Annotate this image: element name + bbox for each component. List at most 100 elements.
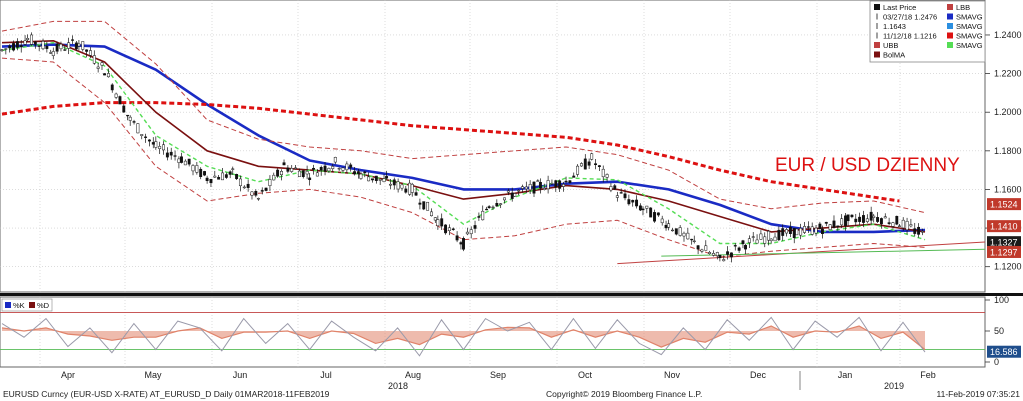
- series-line-lbb: [1, 57, 926, 258]
- candle-body: [272, 174, 276, 181]
- series-line-ubb: [1, 20, 926, 214]
- candle-body: [840, 218, 844, 226]
- candle-body: [414, 192, 418, 196]
- candle-body: [85, 49, 89, 52]
- candle-body: [242, 186, 246, 189]
- candle-body: [895, 215, 899, 225]
- candle-body: [726, 251, 730, 255]
- candle-body: [173, 155, 177, 157]
- candle-body: [769, 238, 773, 242]
- x-month-label: Aug: [405, 370, 421, 380]
- x-month-label: Jun: [233, 370, 248, 380]
- osc-value-badges: 16.586: [987, 345, 1021, 358]
- candle-body: [759, 233, 763, 240]
- candle-body: [341, 167, 345, 171]
- candle-body: [308, 177, 312, 181]
- candle-body: [106, 73, 110, 78]
- candle-body: [678, 227, 682, 236]
- candle-body: [378, 178, 382, 181]
- candle-body: [235, 174, 239, 180]
- candle-body: [114, 93, 118, 98]
- candle-body: [594, 163, 597, 166]
- candle-body: [536, 180, 540, 182]
- legend-swatch: [874, 42, 880, 48]
- candle-body: [382, 178, 386, 183]
- candle-body: [100, 62, 104, 66]
- candle-body: [824, 221, 828, 224]
- x-month-label: Dec: [750, 370, 767, 380]
- candle-body: [187, 158, 191, 165]
- candle-body: [810, 226, 814, 235]
- candle-body: [554, 180, 558, 188]
- candle-body: [356, 171, 360, 174]
- y-tick-label: 1.2000: [994, 107, 1022, 117]
- candle-body: [49, 52, 53, 54]
- candle-body: [513, 193, 517, 197]
- candle-body: [572, 175, 576, 178]
- y-tick-label: 1.1200: [994, 262, 1022, 272]
- candle-body: [41, 41, 45, 50]
- candle-body: [521, 186, 524, 189]
- x-year-labels: 2018 2019: [388, 371, 904, 391]
- candle-body: [388, 183, 392, 186]
- candle-body: [19, 45, 23, 48]
- candle-body: [546, 180, 550, 190]
- candle-body: [81, 41, 85, 50]
- candle-body: [238, 178, 242, 187]
- candle-body: [510, 192, 514, 199]
- y-tick-label: 1.1600: [994, 184, 1022, 194]
- candle-body: [667, 223, 671, 228]
- candle-body: [203, 171, 206, 176]
- candle-body: [858, 216, 862, 222]
- candle-body: [887, 222, 891, 224]
- candle-body: [562, 184, 565, 187]
- candle-body: [491, 206, 495, 209]
- candle-body: [136, 123, 140, 134]
- candle-body: [422, 201, 426, 210]
- candle-body: [590, 153, 594, 160]
- legend-label: 1.1643: [883, 22, 906, 31]
- candle-body: [803, 226, 806, 233]
- candle-body: [221, 172, 224, 181]
- footer-left: EURUSD Curncy (EUR-USD X-RATE) AT_EURUSD…: [3, 389, 330, 399]
- candle-body: [741, 240, 745, 245]
- legend-label: LBB: [956, 3, 970, 12]
- series-line-bolma: [1, 40, 926, 233]
- price-badge: [987, 236, 1021, 249]
- osc-legend-swatch: [5, 302, 11, 308]
- candle-body: [23, 40, 27, 45]
- candle-body: [818, 223, 822, 230]
- osc-legend-frame: [1, 298, 53, 312]
- candle-body: [327, 168, 331, 172]
- candle-body: [12, 43, 15, 51]
- candle-body: [524, 186, 528, 190]
- candle-body: [67, 42, 71, 49]
- candle-body: [433, 217, 437, 221]
- osc-d-line: [1, 325, 926, 351]
- candle-body: [436, 219, 440, 227]
- candle-body: [781, 228, 785, 236]
- main-legend[interactable]: Last Price LBB 03/27/18 1.2476 SMAVG 1.1643 S…: [869, 0, 986, 63]
- candle-body: [733, 245, 737, 247]
- candle-body: [465, 231, 469, 235]
- candle-body: [177, 158, 181, 163]
- candle-body: [690, 238, 694, 241]
- price-badge-label: 1.1524: [990, 200, 1018, 210]
- candle-body: [165, 152, 169, 158]
- x-year-label: 2018: [388, 381, 408, 391]
- candle-body: [664, 224, 668, 229]
- legend-label: SMAVG: [956, 41, 983, 50]
- candle-body: [363, 171, 367, 174]
- candle-body: [224, 174, 228, 178]
- candle-body: [294, 167, 298, 170]
- candle-body: [147, 139, 151, 142]
- candle-body: [396, 181, 400, 190]
- osc-legend[interactable]: %K %D: [1, 298, 53, 312]
- candle-body: [45, 46, 49, 49]
- candle-body: [891, 222, 895, 227]
- candle-body: [30, 34, 33, 45]
- candle-body: [832, 220, 836, 228]
- trendline-green: [661, 248, 986, 257]
- candle-body: [440, 218, 444, 227]
